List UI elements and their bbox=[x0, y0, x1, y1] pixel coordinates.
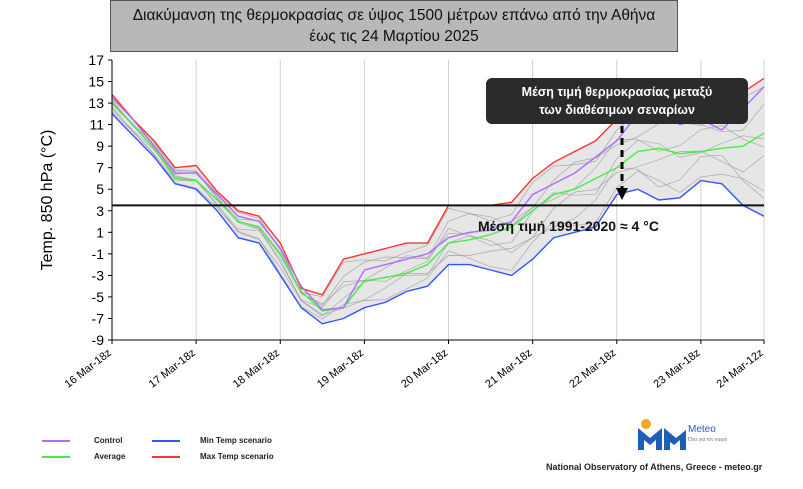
y-tick-label: -3 bbox=[92, 267, 105, 283]
climatology-label: Μέση τιμή 1991-2020 ≈ 4 °C bbox=[478, 218, 659, 234]
series-line-min bbox=[111, 113, 765, 325]
y-tick-label: 9 bbox=[96, 138, 104, 154]
legend-label-min: Min Temp scenario bbox=[200, 436, 272, 445]
chart-title-line1: Διακύμανση της θερμοκρασίας σε ύψος 1500… bbox=[132, 7, 656, 24]
legend-label-max: Max Temp scenario bbox=[200, 452, 274, 461]
meteo-logo-name: Meteo bbox=[688, 424, 716, 435]
y-tick-label: -7 bbox=[92, 310, 105, 326]
legend-swatch-average bbox=[42, 456, 70, 458]
chart-title-line2: έως τις 24 Μαρτίου 2025 bbox=[309, 28, 479, 45]
x-tick-label: 18 Mar-18z bbox=[231, 347, 282, 391]
ensemble-envelope-area bbox=[112, 78, 764, 324]
x-tick-label: 19 Mar-18z bbox=[315, 347, 366, 391]
x-tick-label: 17 Mar-18z bbox=[147, 347, 198, 391]
legend-swatch-control bbox=[42, 440, 70, 442]
callout-line2: των διαθέσιμων σεναρίων bbox=[539, 103, 695, 117]
series-line-average bbox=[111, 102, 765, 312]
x-tick-label: 16 Mar-18z bbox=[63, 347, 114, 391]
x-tick-label: 21 Mar-18z bbox=[483, 347, 534, 391]
ensemble-member-line bbox=[111, 106, 765, 315]
y-tick-label: -1 bbox=[92, 246, 105, 262]
meteo-logo-tagline: Όλα για τον καιρό bbox=[688, 437, 728, 443]
callout-line1: Μέση τιμή θερμοκρασίας μεταξύ bbox=[521, 85, 713, 99]
source-credit: National Observatory of Athens, Greece -… bbox=[546, 462, 763, 472]
x-tick-label: 24 Mar-12z bbox=[715, 347, 766, 391]
chart-title: Διακύμανση της θερμοκρασίας σε ύψος 1500… bbox=[110, 0, 678, 52]
x-tick-label: 22 Mar-18z bbox=[567, 347, 618, 391]
ensemble-member-line bbox=[111, 101, 765, 306]
y-tick-label: -9 bbox=[92, 332, 105, 348]
x-tick-label: 20 Mar-18z bbox=[399, 347, 450, 391]
annotations bbox=[112, 126, 764, 207]
legend-label-average: Average bbox=[94, 452, 126, 461]
y-tick-label: 13 bbox=[88, 95, 104, 111]
meteo-logo bbox=[636, 418, 726, 454]
y-axis-label: Temp. 850 hPa (°C) bbox=[39, 130, 56, 271]
legend-label-control: Control bbox=[94, 436, 123, 445]
y-tick-label: -5 bbox=[92, 289, 105, 305]
y-tick-label: 5 bbox=[96, 181, 104, 197]
legend-swatch-min bbox=[152, 440, 180, 442]
ensemble-envelope bbox=[112, 78, 764, 324]
y-tick-label: 15 bbox=[88, 74, 104, 90]
y-tick-label: 3 bbox=[96, 203, 104, 219]
y-tick-label: 11 bbox=[89, 117, 104, 133]
y-tick-label: 17 bbox=[88, 52, 104, 68]
callout-arrow-head bbox=[616, 188, 628, 200]
meteo-logo-icon bbox=[638, 419, 686, 450]
ensemble-member-line bbox=[111, 108, 765, 317]
x-tick-label: 23 Mar-18z bbox=[652, 347, 703, 391]
average-callout: Μέση τιμή θερμοκρασίας μεταξύ των διαθέσ… bbox=[486, 78, 748, 124]
y-tick-label: 1 bbox=[96, 224, 104, 240]
y-tick-label: 7 bbox=[96, 160, 104, 176]
legend-swatch-max bbox=[152, 456, 180, 458]
